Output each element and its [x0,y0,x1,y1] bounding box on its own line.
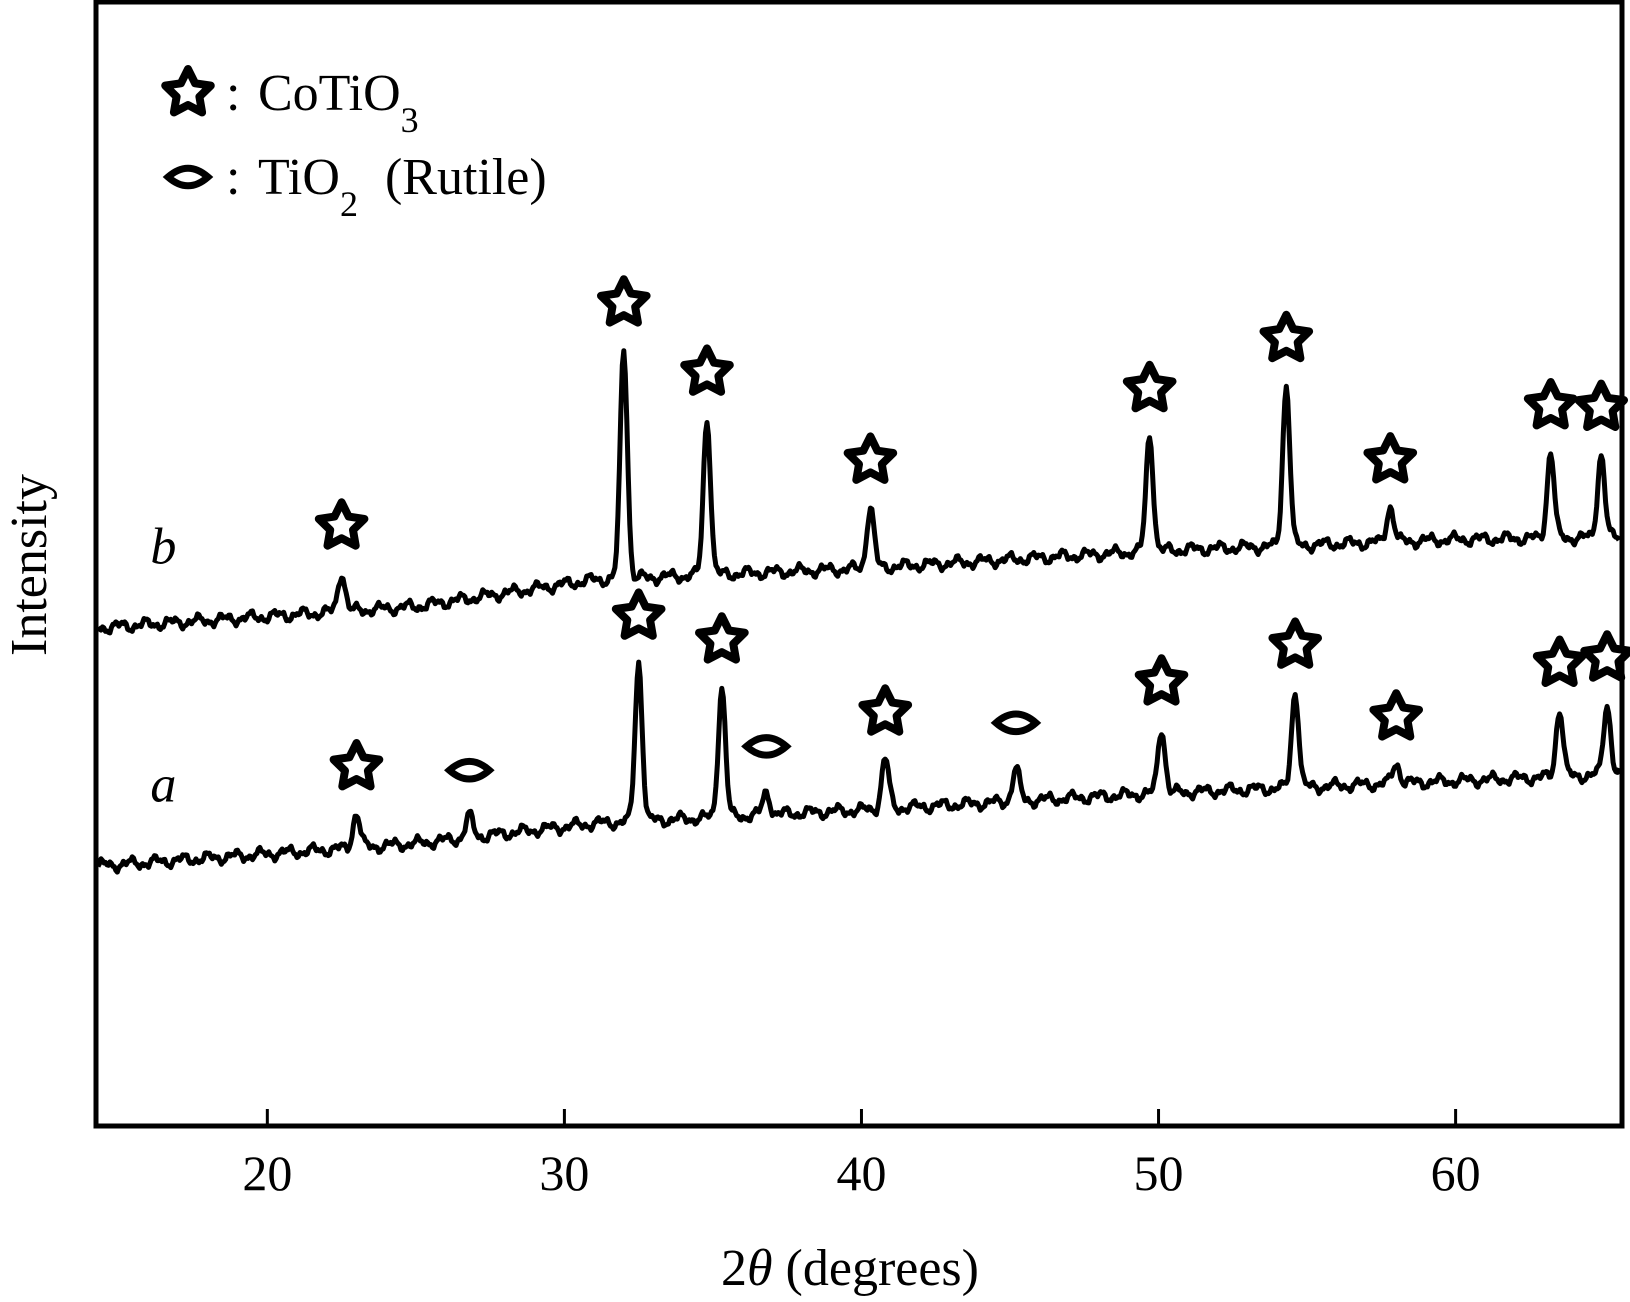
series-a-peak-9-marker [1369,689,1423,741]
x-tick-label-30: 30 [539,1145,589,1201]
legend-separator-0: : [226,65,240,122]
peak-markers [314,275,1630,791]
series-a-peak-10-marker [1532,635,1587,687]
series-tags: ba [150,518,176,813]
series-a-line [95,659,1622,875]
series-b-peak-4-marker [1122,360,1177,413]
series-a-peak-3-marker [695,612,749,664]
y-axis-label: Intensity [1,474,58,656]
series-a-peak-7-marker [1134,654,1189,706]
x-axis-tick-labels: 20 30 40 50 60 [242,1145,1480,1201]
series-group [95,348,1622,875]
x-axis-label: 2θ (degrees) [721,1240,979,1297]
series-a-peak-1-marker [444,757,495,783]
series-b-line [96,348,1622,636]
x-tick-label-40: 40 [836,1145,886,1201]
legend-marker-1 [162,164,214,190]
series-a-peak-5-marker [858,684,913,736]
series-b-peak-2-marker [680,344,734,396]
legend-label-0: CoTiO3 [258,65,419,140]
series-b-peak-5-marker [1259,310,1314,363]
series-a-peak-2-marker [611,588,666,640]
series-b-peak-1-marker [597,275,651,327]
plot-frame [93,0,1625,1129]
series-b-peak-3-marker [843,432,898,484]
x-tick-label-50: 50 [1134,1145,1184,1201]
series-b-peak-6-marker [1363,432,1418,484]
series-b-peak-7-marker [1523,378,1578,430]
series-a-peak-4-marker [741,734,792,759]
series-b-peak-8-marker [1574,379,1628,431]
series-b-peak-0-marker [314,498,369,550]
legend: : CoTiO3: TiO2 (Rutile) [161,65,547,224]
series-a-tag: a [150,756,176,813]
legend-label-1: TiO2 (Rutile) [258,149,547,224]
x-tick-label-20: 20 [242,1145,292,1201]
series-a-peak-6-marker [990,710,1042,736]
series-b-tag: b [150,518,176,575]
series-a-peak-0-marker [329,739,384,791]
series-a-peak-11-marker [1580,630,1630,682]
series-a-peak-8-marker [1268,617,1322,669]
x-tick-label-60: 60 [1431,1145,1481,1201]
legend-separator-1: : [226,149,240,206]
x-axis-ticks [265,1109,1458,1126]
legend-marker-0 [161,65,215,117]
